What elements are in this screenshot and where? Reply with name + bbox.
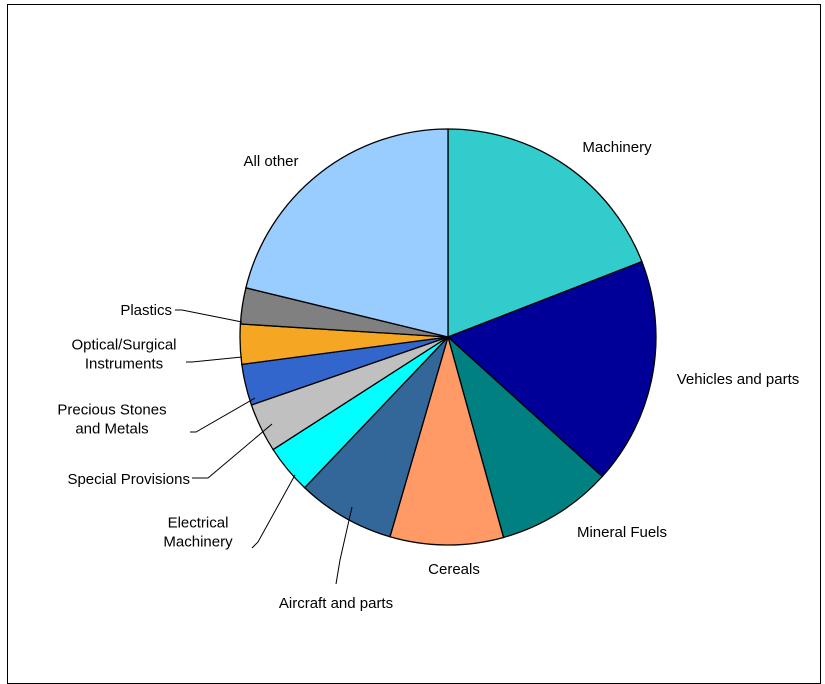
leader-line-plastics xyxy=(175,309,243,323)
leader-line-electrical-machinery xyxy=(251,474,296,549)
slice-label-vehicles-and-parts: Vehicles and parts xyxy=(677,371,800,388)
pie-slice-aircraft-and-parts xyxy=(303,336,449,538)
slice-label-aircraft-and-parts: Aircraft and parts xyxy=(279,595,393,612)
slice-label-electrical-machinery: Electrical Machinery xyxy=(163,515,233,551)
slice-label-plastics: Plastics xyxy=(120,302,172,319)
leader-line-special-provisions xyxy=(192,423,273,479)
leader-line-aircraft-and-parts xyxy=(335,506,353,585)
slice-label-optical-surgical-instruments: Optical/Surgical Instruments xyxy=(71,337,176,373)
slice-label-all-other: All other xyxy=(243,153,298,170)
pie-slice-cereals xyxy=(389,334,505,546)
pie-slice-all-other xyxy=(245,128,449,338)
slice-label-special-provisions: Special Provisions xyxy=(67,471,190,488)
slice-label-machinery: Machinery xyxy=(582,139,652,156)
pie-slice-vehicles-and-parts xyxy=(446,260,657,478)
leader-line-optical-surgical-instruments xyxy=(186,356,243,363)
pie-slice-machinery xyxy=(447,128,643,338)
slice-label-cereals: Cereals xyxy=(428,561,480,578)
leader-line-precious-stones-and-metals xyxy=(190,397,256,433)
pie-slice-mineral-fuels xyxy=(446,335,604,539)
slice-label-precious-stones-and-metals: Precious Stones and Metals xyxy=(57,402,166,438)
slice-label-mineral-fuels: Mineral Fuels xyxy=(577,524,667,541)
